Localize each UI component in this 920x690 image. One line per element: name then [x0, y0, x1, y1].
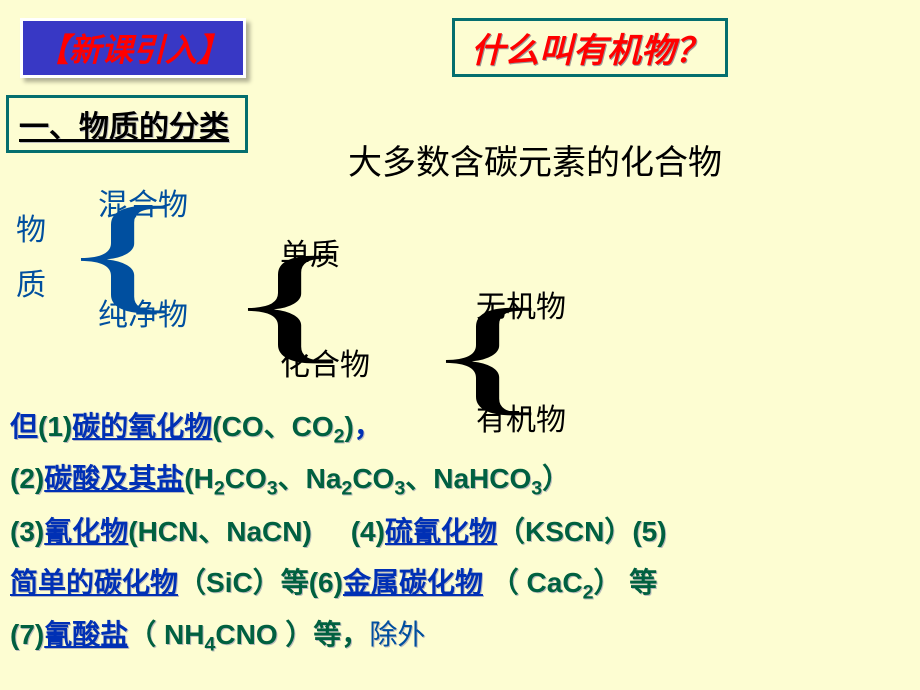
e3d: HCN	[138, 516, 199, 547]
e5d: SiC	[206, 567, 253, 598]
e5b: 简单的碳化物	[10, 568, 178, 599]
e4e: ）	[604, 516, 632, 547]
e3b: 氰化物	[44, 517, 128, 548]
e2b: 碳酸及其盐	[44, 464, 184, 495]
e5e: ）等	[253, 567, 309, 598]
e3a: (3)	[10, 516, 44, 547]
e2c: (	[184, 463, 193, 494]
section-title: 一、物质的分类	[6, 95, 248, 153]
e7a: (7)	[10, 619, 44, 650]
e3e: 、	[198, 516, 226, 547]
e4b: 硫氰化物	[385, 517, 497, 548]
answer-text: 大多数含碳元素的化合物	[348, 135, 722, 184]
dan: 但	[10, 412, 38, 443]
e1e: 、	[264, 411, 292, 442]
e6c: （	[483, 567, 527, 598]
e2d: H2CO3、Na2CO3、NaHCO3	[194, 463, 543, 494]
e5c: （	[178, 567, 206, 598]
e2a: (2)	[10, 463, 44, 494]
e7d: NH4CNO	[164, 619, 278, 650]
intro-badge: 【新课引入】	[20, 18, 246, 78]
e7c: （	[128, 619, 164, 650]
e4a: (4)	[351, 516, 385, 547]
brace-2: {	[222, 228, 359, 378]
exc-final: 除外	[369, 620, 425, 651]
e3f: NaCN	[226, 516, 302, 547]
tree-root-2: 质	[16, 260, 46, 304]
e7f: ）等，	[278, 619, 370, 650]
e6a: (6)	[309, 567, 343, 598]
tree-root-1: 物	[16, 205, 46, 249]
exceptions: 但(1)碳的氧化物(CO、CO2)， (2)碳酸及其盐(H2CO3、Na2CO3…	[10, 402, 905, 663]
e1d: CO	[222, 411, 264, 442]
e6b: 金属碳化物	[343, 568, 483, 599]
question-badge: 什么叫有机物？	[452, 18, 728, 77]
e6d: CaC2	[527, 567, 594, 598]
e1f: CO2	[292, 411, 345, 442]
e7b: 氰酸盐	[44, 620, 128, 651]
e4d: KSCN	[525, 516, 604, 547]
e1h: ，	[354, 412, 382, 443]
e1g: )	[345, 411, 354, 442]
e6e: ） 等	[593, 567, 657, 598]
e1b: 碳的氧化物	[72, 412, 212, 443]
e4c: （	[497, 516, 525, 547]
e1c: (	[212, 411, 221, 442]
e1a: (1)	[38, 411, 72, 442]
e2e: ）	[542, 463, 570, 494]
e3g: )	[303, 516, 312, 547]
brace-1: {	[55, 178, 192, 328]
e3c: (	[128, 516, 137, 547]
e5a: (5)	[632, 516, 666, 547]
